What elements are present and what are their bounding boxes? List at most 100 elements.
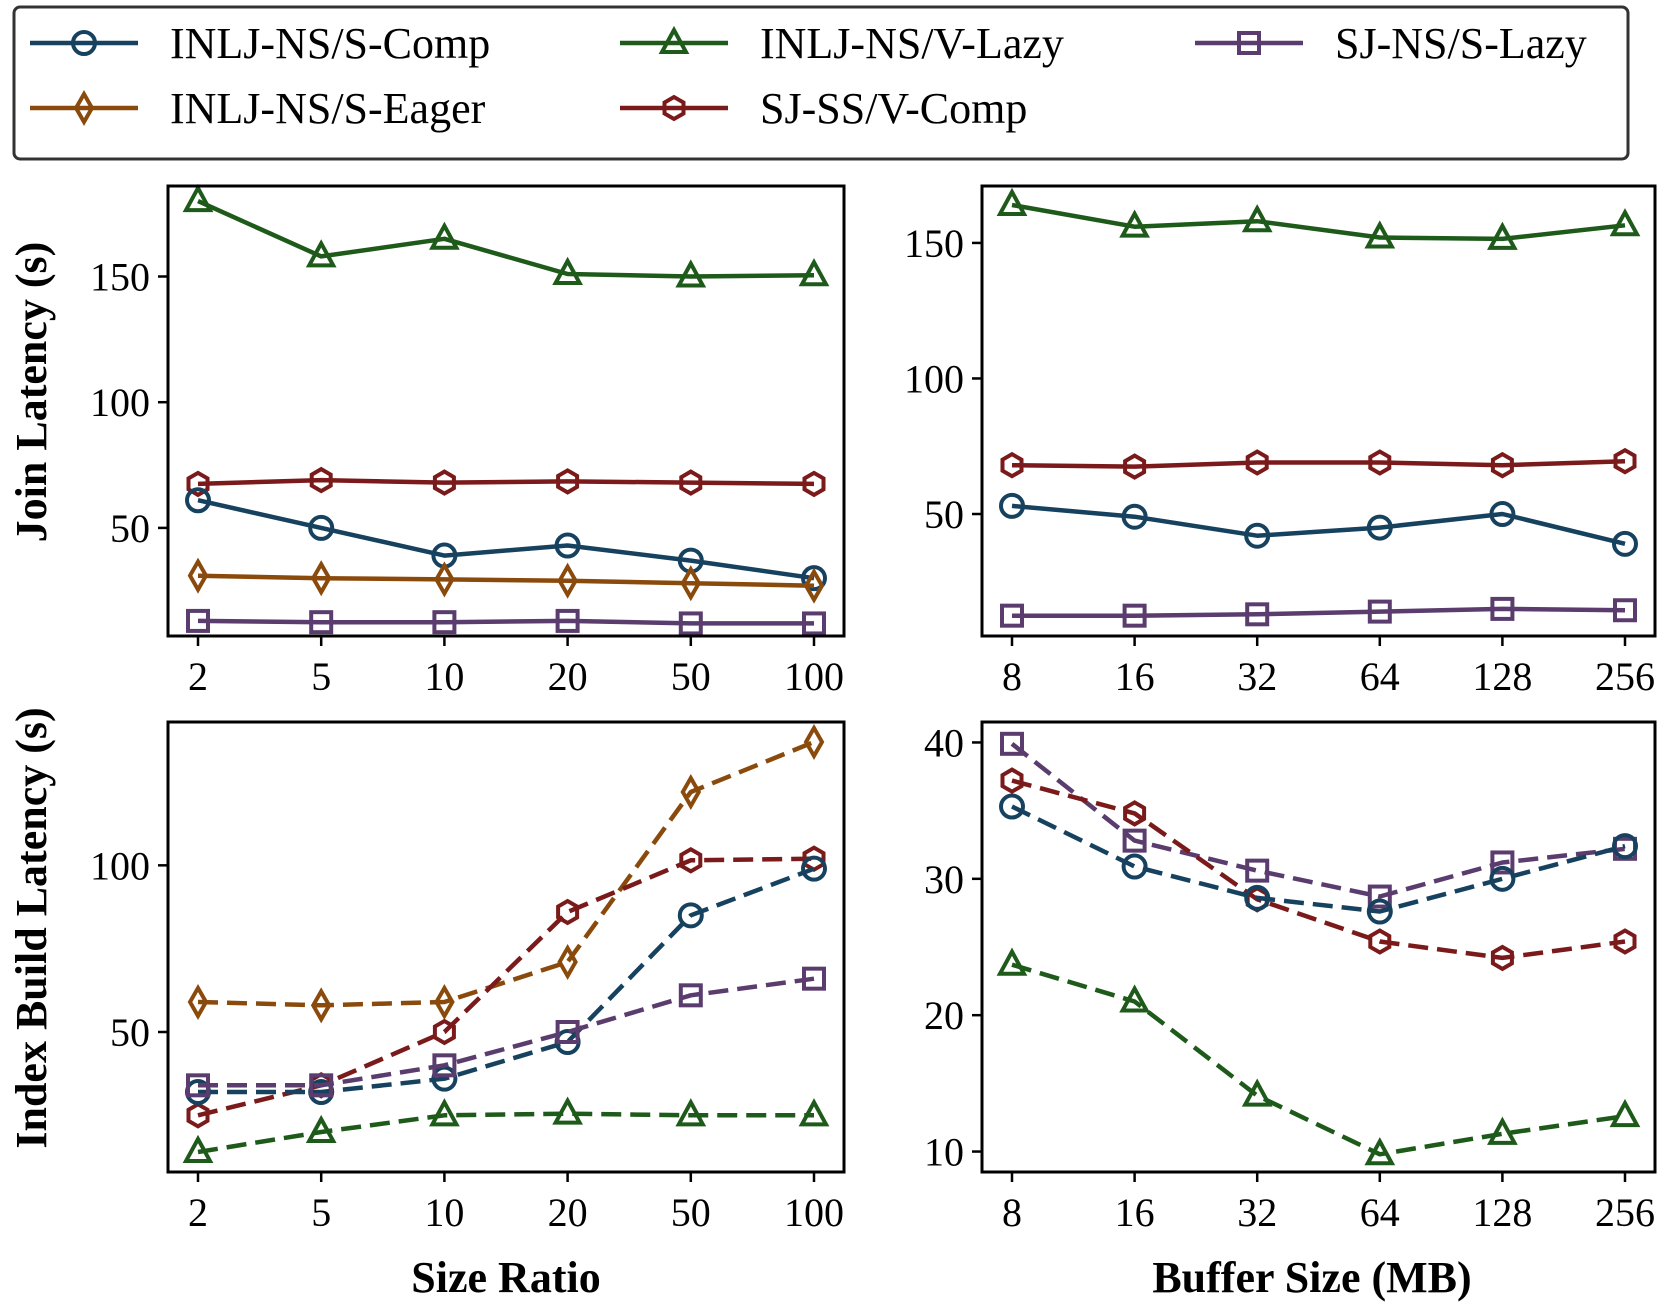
data-point-sj_slazy-128 <box>1490 850 1515 875</box>
data-point-sj_slazy-5 <box>309 610 334 635</box>
data-point-inlj_eager-50 <box>680 565 702 602</box>
data-point-inlj_comp-16 <box>1121 853 1148 880</box>
x-tick-label: 128 <box>1472 654 1532 699</box>
data-point-sj_slazy-20 <box>555 608 580 633</box>
x-tick-label: 16 <box>1115 654 1155 699</box>
data-point-inlj_vlazy-64 <box>1364 220 1396 249</box>
data-point-inlj_eager-10 <box>434 561 455 598</box>
data-point-inlj_eager-100 <box>803 723 825 761</box>
data-point-inlj_vlazy-32 <box>1241 1078 1273 1107</box>
data-point-sj_slazy-2 <box>186 1073 210 1098</box>
series-sj_slazy <box>1000 596 1637 628</box>
series-sj_vcomp <box>186 845 826 1129</box>
series-inlj_eager <box>187 557 825 604</box>
data-point-sj_vcomp-50 <box>679 469 703 496</box>
series-inlj_comp <box>185 487 827 592</box>
series-line-inlj_vlazy <box>197 1111 814 1155</box>
series-line-inlj_vlazy <box>1011 962 1626 1157</box>
y-tick-label: 100 <box>90 843 150 888</box>
x-tick-label: 50 <box>671 1190 711 1235</box>
x-tick-label: 2 <box>188 654 208 699</box>
data-point-sj_vcomp-2 <box>186 470 210 498</box>
series-inlj_eager <box>187 723 825 1024</box>
data-point-inlj_vlazy-5 <box>305 1114 337 1143</box>
y-tick-label: 150 <box>90 255 150 300</box>
data-point-sj_slazy-64 <box>1367 599 1392 624</box>
series-line-sj_slazy <box>197 618 814 626</box>
data-point-sj_slazy-16 <box>1122 828 1147 853</box>
data-point-sj_vcomp-10 <box>432 1018 456 1046</box>
y-tick-label: 100 <box>90 380 150 425</box>
data-point-sj_vcomp-128 <box>1490 944 1514 972</box>
data-point-inlj_vlazy-8 <box>996 187 1028 216</box>
series-line-sj_vcomp <box>1011 778 1626 961</box>
data-point-inlj_comp-256 <box>1612 833 1638 860</box>
data-point-sj_vcomp-20 <box>556 898 580 926</box>
series-inlj_vlazy <box>182 183 830 288</box>
y-tick-label: 40 <box>924 720 964 765</box>
x-tick-label: 128 <box>1472 1190 1532 1235</box>
data-point-sj_slazy-256 <box>1613 598 1637 623</box>
x-tick-label: 100 <box>784 1190 844 1235</box>
series-sj_slazy <box>186 608 826 636</box>
data-point-sj_slazy-20 <box>555 1020 580 1044</box>
data-point-inlj_comp-2 <box>185 487 211 514</box>
series-inlj_comp <box>999 492 1638 557</box>
data-point-inlj_comp-20 <box>554 532 581 559</box>
data-point-inlj_vlazy-10 <box>429 1098 460 1127</box>
data-point-inlj_eager-20 <box>557 943 578 981</box>
data-point-inlj_eager-50 <box>680 773 702 811</box>
data-point-sj_vcomp-64 <box>1368 449 1392 476</box>
x-tick-label: 20 <box>548 1190 588 1235</box>
series-line-sj_slazy <box>1012 606 1626 618</box>
panel-join-size-ratio: 2 5 10 20 50 100 50 100 150 <box>90 183 846 699</box>
data-point-inlj_vlazy-64 <box>1364 1137 1396 1166</box>
series-line-inlj_comp <box>1011 503 1626 546</box>
series-sj_vcomp <box>1000 447 1637 480</box>
y-tick-label: 100 <box>904 356 964 401</box>
data-point-inlj_eager-2 <box>187 983 209 1021</box>
legend-marker-inlj_eager <box>73 89 95 127</box>
data-point-inlj_vlazy-256 <box>1609 1098 1641 1128</box>
data-point-sj_vcomp-5 <box>309 466 333 494</box>
data-point-inlj_vlazy-16 <box>1119 984 1150 1013</box>
data-point-inlj_eager-2 <box>187 557 209 594</box>
legend-label-sj_vcomp: SJ-SS/V-Comp <box>760 84 1027 133</box>
legend-marker-inlj_comp <box>71 30 97 56</box>
x-tick-label: 20 <box>548 654 588 699</box>
series-sj_vcomp <box>186 466 826 498</box>
data-point-inlj_comp-128 <box>1489 865 1516 892</box>
series-line-inlj_comp <box>197 498 815 581</box>
series-inlj_comp <box>999 793 1638 925</box>
legend-marker-sj_slazy <box>1237 31 1261 55</box>
data-point-sj_vcomp-256 <box>1613 447 1637 475</box>
panel-index-size-ratio: 2 5 10 20 50 100 50 100 <box>90 720 846 1235</box>
data-point-sj_slazy-50 <box>678 611 703 636</box>
legend-item-sj_slazy: SJ-NS/S-Lazy <box>1195 19 1587 68</box>
data-point-sj_slazy-2 <box>186 608 210 633</box>
x-tick-label: 16 <box>1115 1190 1155 1235</box>
data-point-inlj_vlazy-50 <box>675 1098 707 1127</box>
data-point-inlj_vlazy-32 <box>1241 204 1273 233</box>
join-y-axis-title: Join Latency (s) <box>7 242 56 543</box>
panel-join-buffer: 8 16 32 64 128 256 50 100 150 <box>904 184 1657 699</box>
y-tick-label: 150 <box>904 221 964 266</box>
plot-frame <box>980 720 1657 1174</box>
legend-marker-inlj_vlazy <box>658 25 690 54</box>
series-inlj_comp <box>185 855 827 1105</box>
data-point-sj_vcomp-8 <box>1000 451 1024 479</box>
data-point-inlj_vlazy-256 <box>1609 208 1641 237</box>
y-tick-label: 50 <box>924 492 964 537</box>
data-point-sj_vcomp-16 <box>1123 800 1147 827</box>
data-point-sj_vcomp-20 <box>556 468 580 495</box>
data-point-sj_vcomp-32 <box>1245 449 1269 476</box>
data-point-inlj_comp-64 <box>1366 514 1393 541</box>
data-point-sj_slazy-10 <box>432 610 457 635</box>
y-tick-label: 10 <box>924 1130 964 1175</box>
data-point-inlj_vlazy-20 <box>552 256 583 285</box>
size-ratio-x-axis-title: Size Ratio <box>411 1253 600 1302</box>
data-point-sj_slazy-64 <box>1367 884 1392 909</box>
data-point-sj_slazy-100 <box>802 966 826 991</box>
data-point-inlj_vlazy-2 <box>182 1134 214 1163</box>
x-tick-label: 32 <box>1237 654 1277 699</box>
